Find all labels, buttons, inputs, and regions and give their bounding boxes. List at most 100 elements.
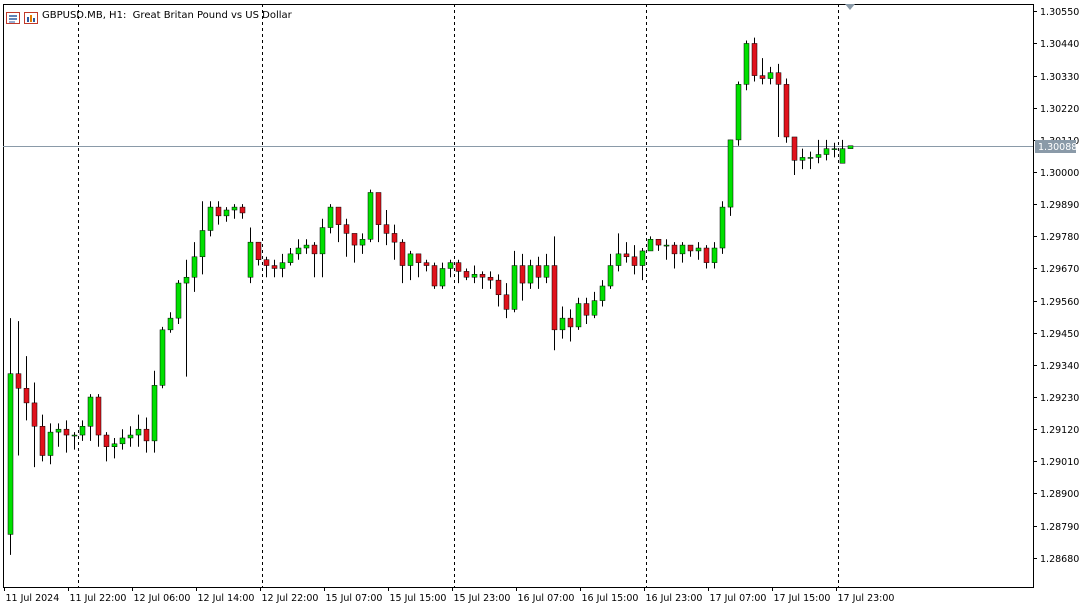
candle (31, 382, 38, 468)
candle-body (351, 233, 358, 246)
y-tick-label: 1.29560 (1040, 297, 1079, 308)
candle-body (791, 136, 798, 161)
candle (255, 241, 262, 266)
y-tick-label: 1.28790 (1040, 522, 1079, 533)
candle (103, 432, 110, 462)
bid-price-tag-bg (1035, 140, 1076, 153)
candle (439, 262, 446, 289)
candle (87, 394, 94, 441)
y-tick-label: 1.29670 (1040, 264, 1079, 275)
candle-body (151, 385, 158, 442)
shift-marker-icon[interactable] (845, 4, 855, 10)
candle (191, 242, 198, 292)
y-tick-label: 1.29450 (1040, 329, 1079, 340)
y-tick-label: 1.29010 (1040, 457, 1079, 468)
candle-body (575, 303, 582, 328)
candle (423, 259, 430, 272)
candle (751, 37, 758, 82)
candle-body (439, 268, 446, 287)
candle (359, 233, 366, 254)
bid-price-tag: 1.30088 (1035, 140, 1077, 153)
candle (655, 238, 662, 251)
candle-body (559, 317, 566, 331)
candle (463, 268, 470, 281)
candle-body (423, 262, 430, 266)
candle (151, 370, 158, 453)
candle-body (39, 426, 46, 456)
x-tick-label: 16 Jul 23:00 (646, 593, 703, 604)
candle (567, 309, 574, 342)
candle-body (759, 75, 766, 79)
candle-body (447, 262, 454, 269)
candle-body (799, 157, 806, 161)
candle-body (263, 259, 270, 266)
candle-body (375, 192, 382, 225)
candle-body (527, 265, 534, 284)
candle-body (383, 224, 390, 234)
candle (839, 139, 846, 164)
candle (599, 280, 606, 307)
candle-body (607, 265, 614, 287)
candle-body (807, 157, 814, 159)
candle-body (295, 247, 302, 255)
candle (327, 204, 334, 234)
candle-body (543, 265, 550, 278)
candle (135, 414, 142, 447)
candle-body (535, 265, 542, 278)
candle (175, 280, 182, 324)
candle (687, 244, 694, 257)
candle (391, 224, 398, 260)
candle (15, 321, 22, 456)
candle (375, 192, 382, 243)
plot-frame (3, 4, 1034, 588)
candle-body (431, 265, 438, 287)
candle (399, 239, 406, 284)
symbol-description: Great Britan Pound vs US Dollar (132, 9, 292, 21)
candle-body (399, 241, 406, 266)
candle (743, 40, 750, 91)
candle (415, 253, 422, 278)
candle (95, 394, 102, 447)
candle (639, 248, 646, 281)
candle (199, 201, 206, 275)
bar-chart-icon[interactable] (24, 9, 38, 24)
candle (447, 259, 454, 278)
candle (551, 236, 558, 351)
candle (23, 356, 30, 421)
candle (39, 414, 46, 462)
x-tick-label: 17 Jul 07:00 (710, 593, 767, 604)
candle-body (407, 253, 414, 266)
candle-body (159, 329, 166, 386)
candle-body (175, 282, 182, 319)
candle (71, 432, 78, 450)
y-tick-label: 1.29780 (1040, 232, 1079, 243)
chart-grid-icon[interactable] (6, 9, 20, 24)
y-tick-label: 1.30000 (1040, 168, 1079, 179)
candle (775, 63, 782, 137)
candle (63, 420, 70, 453)
candle-body (287, 253, 294, 263)
candle (783, 78, 790, 143)
candle (679, 242, 686, 263)
candle-body (655, 238, 662, 246)
x-tick-label: 11 Jul 2024 (6, 593, 60, 604)
candle-body (487, 276, 494, 281)
candle (111, 437, 118, 459)
candle-body (839, 148, 846, 164)
candle (247, 227, 254, 284)
candle-body (207, 206, 214, 231)
candle-body (191, 256, 198, 278)
candle-body (703, 247, 710, 263)
candle-body (767, 72, 774, 79)
candle (487, 271, 494, 289)
candle (615, 233, 622, 272)
candle (623, 242, 630, 263)
candle-body (695, 247, 702, 252)
candle-body (847, 145, 854, 149)
candle (143, 417, 150, 453)
x-tick-label: 16 Jul 15:00 (582, 593, 639, 604)
candle-body (479, 274, 486, 278)
candle (303, 239, 310, 254)
x-tick-label: 12 Jul 14:00 (198, 593, 255, 604)
